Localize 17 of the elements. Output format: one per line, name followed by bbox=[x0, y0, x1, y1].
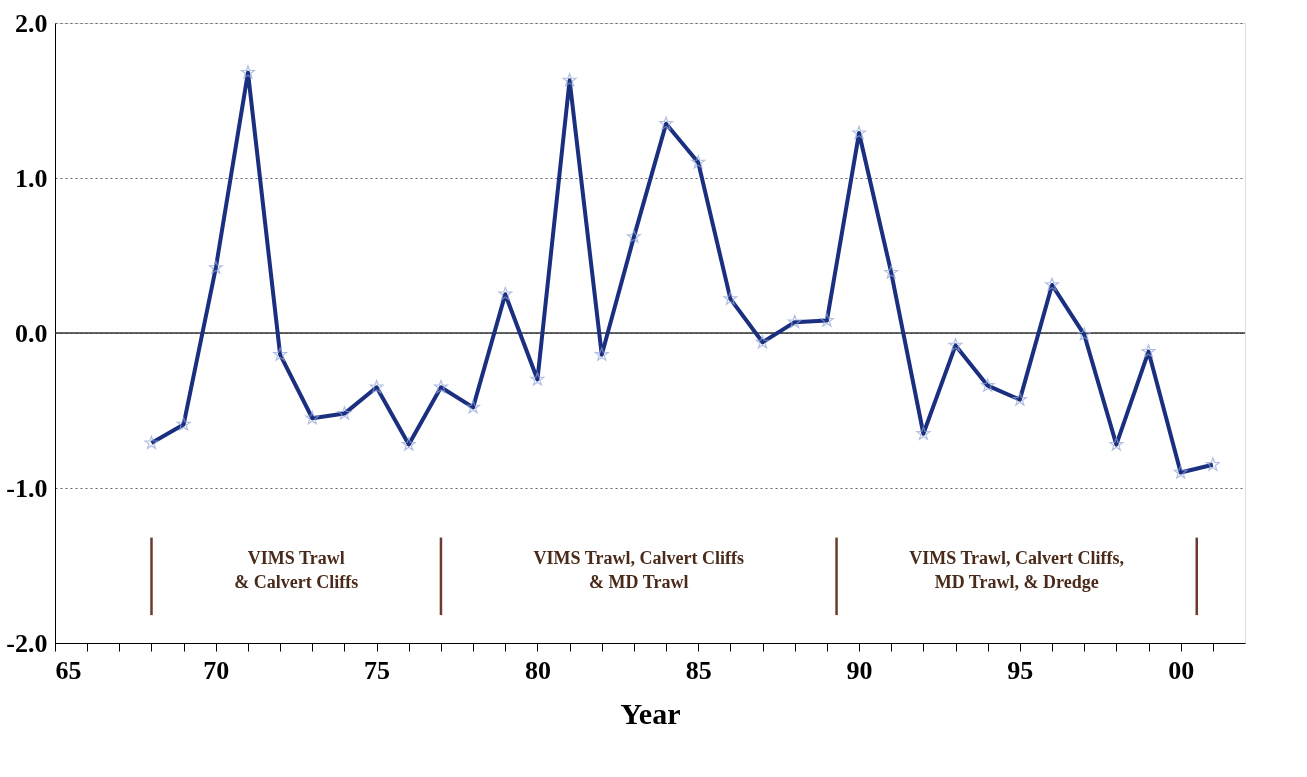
annotation: VIMS Trawl, Calvert Cliffs & MD Trawl bbox=[533, 548, 744, 593]
annotation: VIMS Trawl, Calvert Cliffs, MD Trawl, & Dredge bbox=[909, 548, 1125, 593]
annotation: VIMS Trawl & Calvert Cliffs bbox=[234, 548, 359, 593]
x-tick-label: 95 bbox=[1007, 655, 1034, 685]
x-axis-title: Year bbox=[620, 696, 681, 730]
x-tick-label: 90 bbox=[846, 655, 873, 685]
y-tick-label: 2.0 bbox=[15, 8, 48, 38]
y-tick-label: -1.0 bbox=[6, 473, 48, 503]
x-tick-label: 00 bbox=[1168, 655, 1195, 685]
x-tick-label: 65 bbox=[55, 655, 82, 685]
x-tick-label: 80 bbox=[524, 655, 551, 685]
x-tick-label: 75 bbox=[364, 655, 391, 685]
y-tick-label: -2.0 bbox=[6, 628, 48, 658]
x-tick-label: 70 bbox=[203, 655, 230, 685]
x-tick-label: 85 bbox=[685, 655, 712, 685]
y-tick-label: 1.0 bbox=[15, 163, 48, 193]
y-tick-label: 0.0 bbox=[15, 318, 48, 348]
